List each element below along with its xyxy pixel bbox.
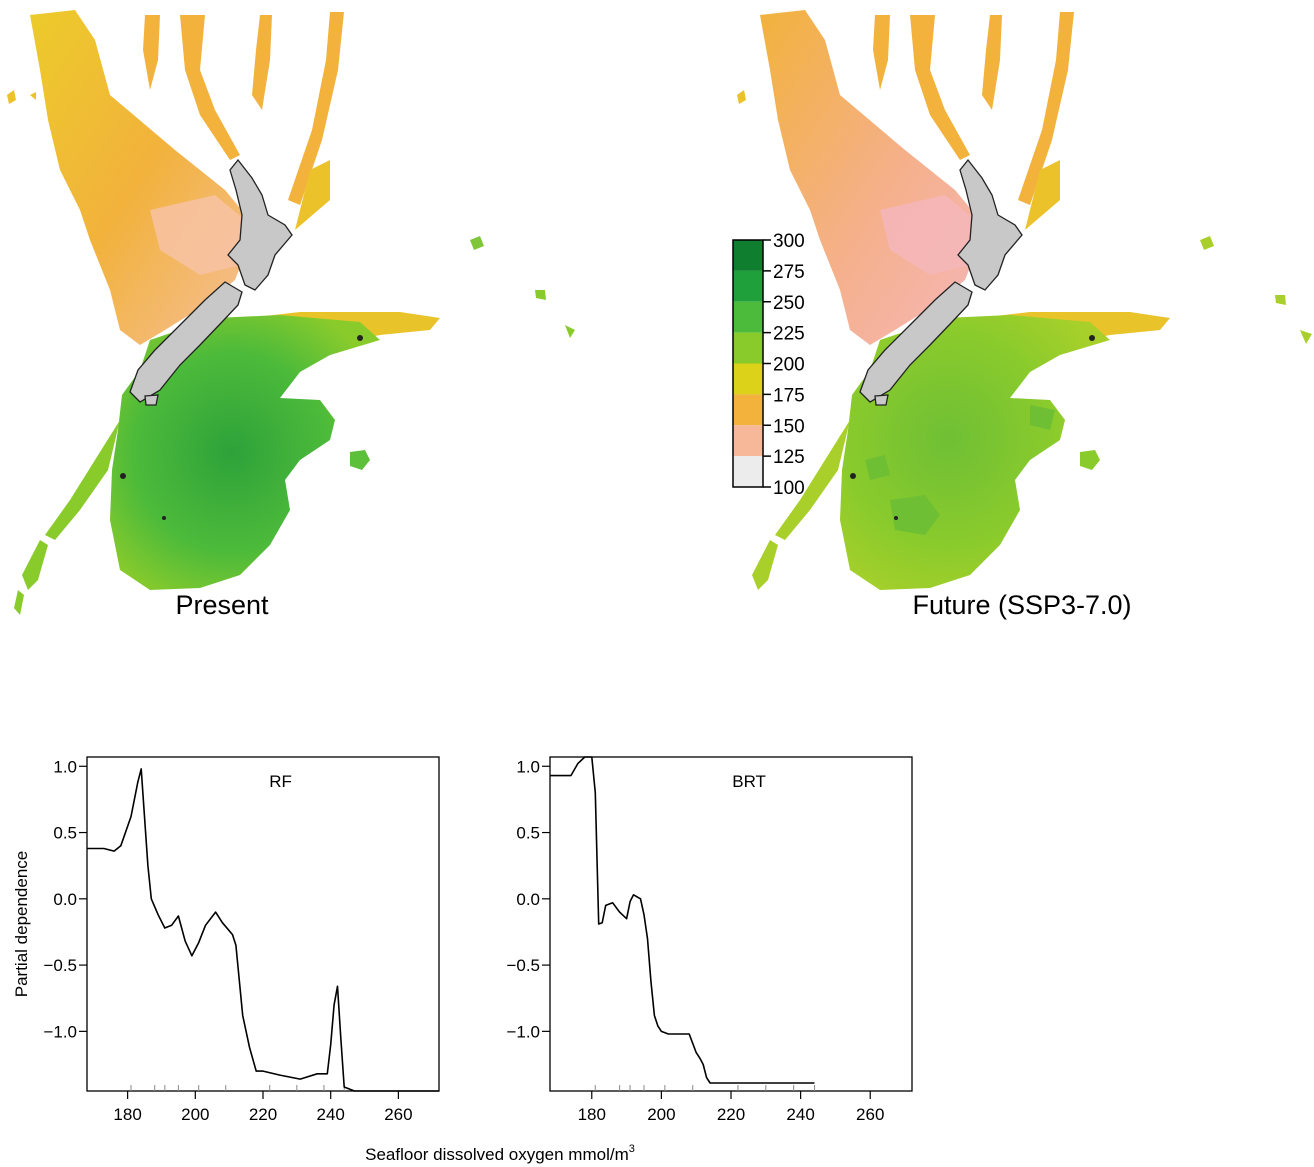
x-tick-label: 180 <box>113 1105 141 1124</box>
colorbar-segment <box>733 394 763 426</box>
plot-title: RF <box>269 772 292 791</box>
plot-frame <box>549 756 913 1092</box>
colorbar-legend: 300 275 250 225 200 175 150 125 100 <box>732 231 805 499</box>
x-tick-label: 200 <box>647 1105 675 1124</box>
x-tick-label: 260 <box>384 1105 412 1124</box>
colorbar-segment <box>733 456 763 487</box>
pd-plot-rf: 180 200 220 240 260 1.0 0.5 0.0 −0.5 −1.0 RF Partia… <box>12 756 440 1124</box>
x-tick-label: 220 <box>717 1105 745 1124</box>
x-axis-label-superscript: 3 <box>629 1143 635 1155</box>
y-tick-label: 0.5 <box>53 824 77 843</box>
new-zealand-land-present <box>129 158 293 406</box>
colorbar-tick-label: 225 <box>773 324 805 345</box>
colorbar-tick-label: 250 <box>773 293 805 314</box>
colorbar-tick-label: 275 <box>773 262 805 283</box>
plot-title: BRT <box>732 772 766 791</box>
x-tick-label: 240 <box>317 1105 345 1124</box>
y-tick-label: −1.0 <box>506 1022 540 1041</box>
partial-dependence-line <box>87 768 439 1092</box>
y-tick-label: 1.0 <box>516 757 540 776</box>
ocean-north-present <box>7 10 344 345</box>
y-tick-label: 0.0 <box>53 890 77 909</box>
colorbar-tick-label: 125 <box>773 447 805 468</box>
x-tick-label: 260 <box>856 1105 884 1124</box>
new-zealand-land-future <box>859 158 1023 406</box>
colorbar-segment <box>733 270 763 302</box>
y-tick-label: 0.0 <box>516 890 540 909</box>
colorbar-segment <box>733 240 763 271</box>
colorbar-segment <box>733 425 763 457</box>
colorbar-tick-label: 100 <box>773 478 805 499</box>
plot-frame <box>86 756 440 1092</box>
colorbar-segment <box>733 332 763 364</box>
x-tick-label: 180 <box>578 1105 606 1124</box>
colorbar-segment <box>733 363 763 395</box>
colorbar-segment <box>733 301 763 333</box>
ocean-south-future <box>752 236 1312 590</box>
colorbar-tick-label: 150 <box>773 416 805 437</box>
y-tick-label: −0.5 <box>43 956 77 975</box>
colorbar-tick-label: 200 <box>773 355 805 376</box>
map-present-label: Present <box>175 590 269 620</box>
shared-x-axis-label: Seafloor dissolved oxygen mmol/m3 <box>365 1143 635 1164</box>
map-future: Future (SSP3-7.0) <box>737 10 1312 620</box>
y-axis-label: Partial dependence <box>12 851 31 998</box>
x-tick-label: 200 <box>181 1105 209 1124</box>
x-axis-label-text: Seafloor dissolved oxygen mmol/m <box>365 1145 629 1164</box>
partial-dependence-line <box>550 756 815 1084</box>
y-tick-label: −1.0 <box>43 1022 77 1041</box>
pd-plot-brt: 180 200 220 240 260 1.0 0.5 0.0 −0.5 −1.0 BRT <box>506 756 913 1124</box>
y-tick-label: 1.0 <box>53 757 77 776</box>
seamount-dots-future <box>850 335 1095 520</box>
y-tick-label: 0.5 <box>516 824 540 843</box>
map-present: Present <box>7 10 575 620</box>
x-tick-label: 220 <box>249 1105 277 1124</box>
map-future-label: Future (SSP3-7.0) <box>912 590 1131 620</box>
seamount-dots-present <box>120 335 363 520</box>
x-tick-label: 240 <box>786 1105 814 1124</box>
ocean-north-future <box>737 10 1074 345</box>
colorbar-tick-label: 300 <box>773 231 805 252</box>
ocean-south-present <box>14 236 575 615</box>
y-tick-label: −0.5 <box>506 956 540 975</box>
colorbar-tick-label: 175 <box>773 385 805 406</box>
